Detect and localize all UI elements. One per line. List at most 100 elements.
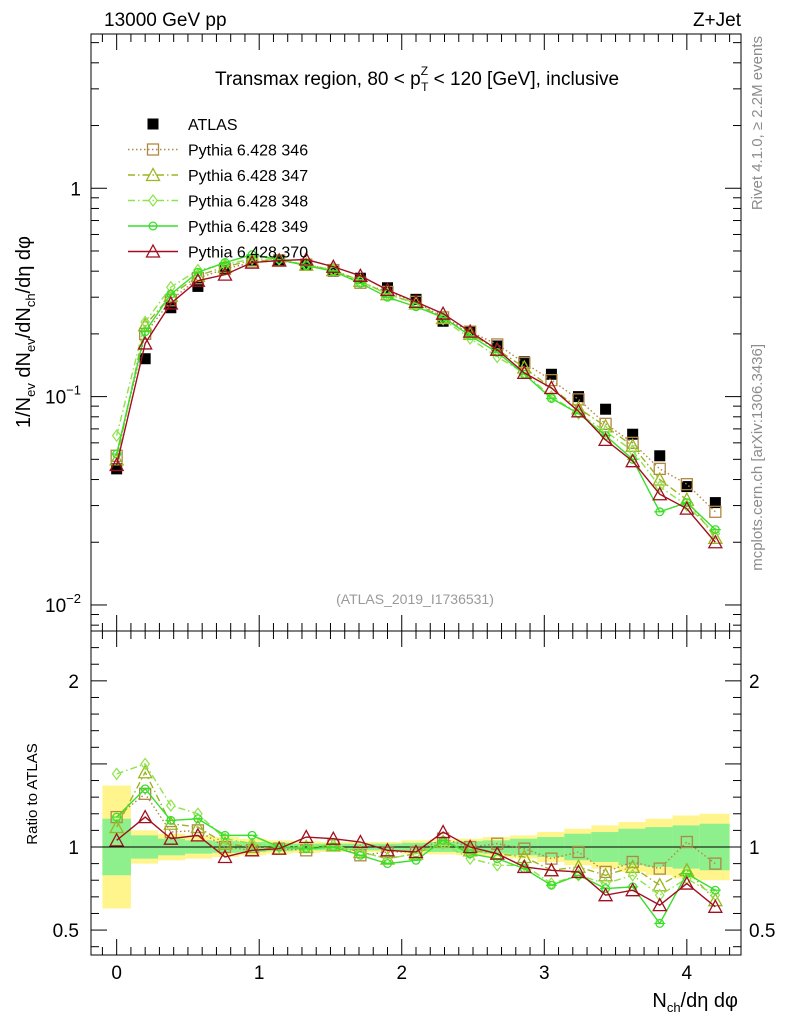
ratio-data-point <box>707 898 723 913</box>
ratio-data-point <box>247 837 257 851</box>
data-point <box>707 534 723 549</box>
ratio-frame <box>90 630 742 956</box>
ratio-data-point <box>654 888 665 902</box>
legend-item: Pythia 6.428 347 <box>128 167 308 185</box>
y-tick-label-ratio-right: 1 <box>749 838 760 859</box>
ratio-data-point <box>111 812 123 822</box>
ratio-data-point <box>137 809 153 824</box>
legend-item: Pythia 6.428 346 <box>128 143 308 160</box>
ratio-data-point <box>381 845 394 859</box>
data-point <box>298 251 314 266</box>
ratio-data-point <box>652 897 668 912</box>
data-point <box>462 323 478 338</box>
ratio-data-point <box>165 815 177 825</box>
ratio-data-point <box>516 849 532 864</box>
data-point <box>627 444 638 458</box>
data-point <box>709 525 721 535</box>
x-tick-label: 3 <box>539 963 550 984</box>
data-point <box>354 278 366 288</box>
series-pythia-6-428-349 <box>111 250 721 535</box>
data-point <box>354 272 366 284</box>
data-point <box>246 250 258 260</box>
y-tick-label-ratio: 0.5 <box>53 921 79 942</box>
header-right: Z+Jet <box>693 10 742 31</box>
data-point <box>165 280 176 294</box>
ratio-data-point <box>327 842 339 852</box>
legend-marker <box>148 194 158 207</box>
ratio-data-point <box>140 757 151 771</box>
data-point <box>652 486 668 501</box>
data-point <box>111 463 123 475</box>
data-point <box>274 253 285 267</box>
main-title: Transmax region, 80 < pZ T < 120 [GeV], i… <box>215 64 619 94</box>
ratio-data-point <box>491 837 504 850</box>
x-tick-label: 4 <box>682 963 693 984</box>
data-point <box>545 393 557 403</box>
data-point <box>217 266 233 281</box>
ratio-data-point <box>190 827 206 842</box>
y-tick-label-main: 10−2 <box>45 591 81 617</box>
legend-item: Pythia 6.428 349 <box>128 219 308 236</box>
data-point <box>163 295 179 310</box>
legend-label: Pythia 6.428 370 <box>188 245 308 262</box>
legend-label: ATLAS <box>188 117 238 134</box>
data-point <box>139 327 151 337</box>
data-point <box>408 293 424 308</box>
data-point <box>516 365 532 380</box>
data-point <box>573 391 584 403</box>
ratio-data-point <box>190 819 206 834</box>
legend-item: Pythia 6.428 348 <box>128 194 308 211</box>
data-point <box>379 282 396 297</box>
y-tick-label-base: 10 <box>45 596 66 617</box>
data-point <box>600 425 611 439</box>
ratio-y-label: Ratio to ATLAS <box>24 743 41 844</box>
ratio-series-pythia-6-428-349 <box>111 784 721 928</box>
data-point <box>491 340 503 352</box>
ratio-data-point <box>137 764 153 779</box>
ratio-data-point <box>464 849 476 859</box>
ratio-data-point <box>192 814 204 824</box>
ratio-data-point <box>570 864 587 879</box>
data-point <box>709 505 722 518</box>
legend-label: Pythia 6.428 347 <box>188 168 308 185</box>
ratio-data-point <box>652 877 668 892</box>
data-point <box>680 478 693 491</box>
data-point <box>139 353 151 365</box>
y-tick-label-ratio-right: 2 <box>749 672 760 693</box>
ratio-plot-area: 0.5 0.5 1 1 2 2 0 1 2 3 4 <box>53 631 775 984</box>
ratio-data-point <box>519 858 530 872</box>
data-point <box>381 292 393 302</box>
title-sup: Z <box>421 64 428 78</box>
data-point <box>190 272 206 287</box>
ratio-data-point <box>545 880 557 890</box>
legend-label: Pythia 6.428 346 <box>188 143 308 160</box>
ratio-data-point <box>163 830 179 845</box>
data-point <box>599 417 612 431</box>
side-text-mcplots: mcplots.cern.ch [arXiv:1306.3436] <box>749 344 766 571</box>
ratio-data-point <box>437 835 449 845</box>
legend-marker <box>145 167 161 182</box>
x-tick-label: 0 <box>111 963 122 984</box>
data-point <box>654 480 665 494</box>
data-point <box>325 258 341 273</box>
ratio-data-point <box>516 859 532 874</box>
ratio-data-point <box>489 845 505 860</box>
ratio-data-point <box>492 858 503 872</box>
ratio-data-point <box>597 867 614 882</box>
ratio-data-point <box>220 832 230 846</box>
series-pythia-6-428-370 <box>109 251 723 549</box>
ratio-data-point <box>271 840 287 855</box>
data-point <box>709 497 721 509</box>
data-point <box>652 471 668 486</box>
ratio-data-point <box>111 767 122 781</box>
y-tick-label-base: 10 <box>45 388 66 409</box>
ratio-data-point <box>219 830 231 840</box>
legend-label: Pythia 6.428 348 <box>188 194 308 211</box>
data-point <box>109 457 125 472</box>
y-tick-label-ratio-right: 0.5 <box>749 921 775 942</box>
data-point <box>244 254 260 269</box>
ratio-data-point <box>709 857 722 870</box>
data-point <box>518 356 531 370</box>
ratio-data-point <box>709 885 721 895</box>
data-point <box>545 373 558 387</box>
